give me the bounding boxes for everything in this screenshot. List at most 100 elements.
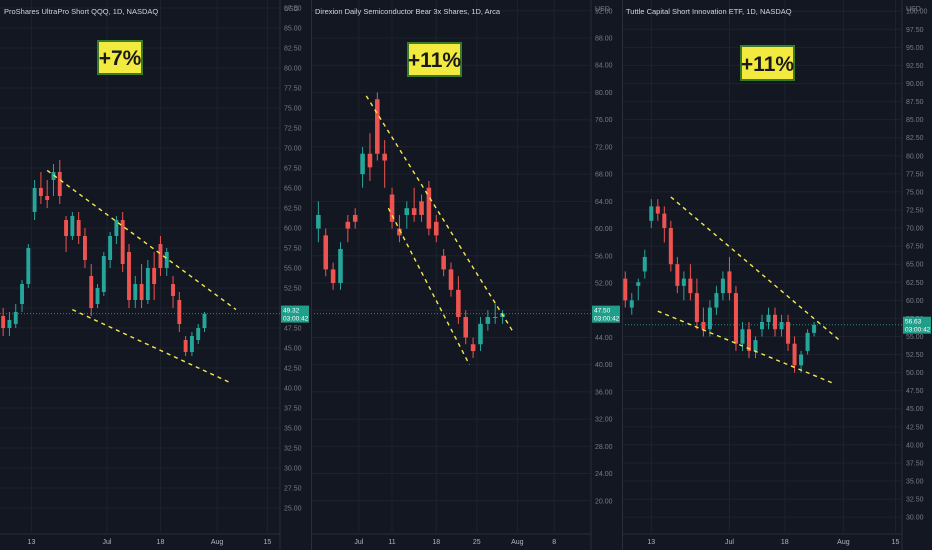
candle-down[interactable]: [45, 180, 50, 208]
candle-down[interactable]: [688, 264, 693, 301]
candle-down[interactable]: [1, 308, 6, 336]
chart-panel-sqqq[interactable]: ProShares UltraPro Short QQQ, 1D, NASDAQ…: [0, 0, 311, 550]
candle-up[interactable]: [753, 336, 758, 359]
candle-up[interactable]: [478, 317, 483, 352]
candle-up[interactable]: [164, 248, 169, 276]
candle-down[interactable]: [382, 140, 387, 188]
candle-up[interactable]: [759, 314, 765, 337]
candle-down[interactable]: [433, 214, 439, 243]
candle-up[interactable]: [485, 310, 491, 331]
candle-up[interactable]: [766, 307, 771, 330]
panel-divider[interactable]: [311, 0, 312, 550]
candle-down[interactable]: [463, 310, 469, 345]
candle-down[interactable]: [419, 194, 424, 222]
candle-up[interactable]: [681, 271, 686, 301]
candle-up[interactable]: [316, 201, 321, 243]
candle-down[interactable]: [352, 208, 358, 229]
candle-down[interactable]: [792, 336, 797, 373]
candle-down[interactable]: [345, 214, 351, 243]
candle-down[interactable]: [727, 256, 732, 301]
candle-up[interactable]: [636, 278, 641, 301]
candle-down[interactable]: [786, 314, 791, 351]
candle-up[interactable]: [720, 271, 725, 301]
candle-down[interactable]: [177, 292, 182, 332]
candle-down[interactable]: [171, 276, 175, 308]
candle-up[interactable]: [196, 324, 201, 344]
candle-down[interactable]: [397, 214, 402, 243]
candle-down[interactable]: [158, 236, 163, 276]
candle-down[interactable]: [76, 212, 81, 244]
candle-up[interactable]: [20, 280, 24, 312]
candle-up[interactable]: [779, 314, 784, 337]
candle-up[interactable]: [707, 300, 712, 337]
candle-down[interactable]: [470, 337, 476, 358]
trendline[interactable]: [72, 308, 230, 384]
chart-panel-sark[interactable]: Tuttle Capital Short Innovation ETF, 1D,…: [622, 0, 932, 550]
candle-down[interactable]: [426, 180, 432, 236]
candle-up[interactable]: [32, 180, 37, 220]
candle-up[interactable]: [799, 350, 804, 373]
candle-down[interactable]: [367, 133, 373, 181]
candle-up[interactable]: [805, 329, 810, 355]
candle-down[interactable]: [323, 228, 329, 277]
candle-up[interactable]: [714, 285, 719, 315]
candle-up[interactable]: [338, 242, 343, 290]
candle-down[interactable]: [655, 199, 660, 221]
candle-down[interactable]: [57, 160, 62, 204]
candle-up[interactable]: [145, 260, 150, 304]
trendline[interactable]: [670, 196, 841, 342]
candle-up[interactable]: [114, 216, 119, 244]
candle-down[interactable]: [694, 278, 699, 330]
candle-up[interactable]: [95, 284, 100, 308]
candle-down[interactable]: [623, 271, 628, 308]
candle-down[interactable]: [411, 187, 417, 222]
candle-up[interactable]: [360, 146, 365, 188]
trendline[interactable]: [387, 207, 471, 365]
candle-up[interactable]: [133, 276, 138, 308]
candle-down[interactable]: [330, 262, 336, 290]
candle-down[interactable]: [127, 244, 131, 308]
candle-down[interactable]: [64, 216, 69, 252]
candle-down[interactable]: [38, 172, 43, 204]
candle-down[interactable]: [120, 212, 125, 272]
candle-down[interactable]: [448, 262, 454, 297]
panel-divider[interactable]: [622, 0, 623, 550]
candle-up[interactable]: [7, 312, 12, 336]
candle-down[interactable]: [139, 264, 144, 308]
candle-up[interactable]: [649, 199, 654, 229]
candle-down[interactable]: [82, 228, 87, 268]
candle-up[interactable]: [202, 312, 207, 332]
candle-up[interactable]: [404, 201, 410, 229]
candle-down[interactable]: [441, 248, 446, 277]
candle-up[interactable]: [108, 232, 113, 268]
candle-down[interactable]: [183, 336, 188, 356]
candle-up[interactable]: [13, 304, 18, 328]
candlestick-chart-sark[interactable]: Tuttle Capital Short Innovation ETF, 1D,…: [622, 0, 932, 550]
candle-down[interactable]: [701, 307, 706, 337]
candle-down[interactable]: [668, 220, 673, 272]
candle-down[interactable]: [773, 307, 778, 337]
candle-up[interactable]: [629, 293, 634, 315]
candle-up[interactable]: [492, 303, 498, 324]
candle-up[interactable]: [70, 212, 75, 240]
candle-up[interactable]: [189, 332, 194, 356]
candle-down[interactable]: [152, 252, 157, 300]
trendline[interactable]: [46, 169, 237, 311]
candle-down[interactable]: [456, 276, 461, 324]
candle-down[interactable]: [662, 206, 667, 243]
candle-down[interactable]: [733, 285, 738, 351]
candlestick-chart-soxs[interactable]: Direxion Daily Semiconductor Bear 3x Sha…: [311, 0, 622, 550]
candle-up[interactable]: [26, 244, 31, 288]
trendline[interactable]: [365, 95, 515, 334]
candle-up[interactable]: [101, 252, 106, 296]
candle-up[interactable]: [51, 164, 56, 196]
candle-down[interactable]: [675, 256, 680, 294]
candle-down[interactable]: [89, 264, 94, 316]
candle-up[interactable]: [642, 249, 647, 279]
chart-panel-soxs[interactable]: Direxion Daily Semiconductor Bear 3x Sha…: [311, 0, 622, 550]
candle-up[interactable]: [812, 322, 817, 337]
candlestick-chart-sqqq[interactable]: ProShares UltraPro Short QQQ, 1D, NASDAQ…: [0, 0, 311, 550]
candle-down[interactable]: [746, 322, 751, 359]
candle-down[interactable]: [389, 187, 395, 229]
candle-down[interactable]: [375, 92, 380, 161]
